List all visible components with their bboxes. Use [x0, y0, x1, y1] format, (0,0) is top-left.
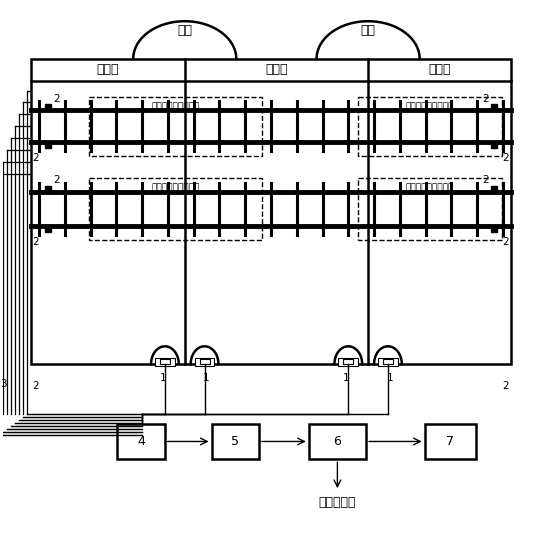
Text: 2: 2	[503, 153, 509, 163]
Bar	[212, 423, 259, 459]
Text: 2: 2	[503, 381, 509, 391]
Text: 2: 2	[503, 237, 509, 247]
Bar	[89, 96, 262, 156]
Bar	[424, 423, 476, 459]
Text: 至监控部门: 至监控部门	[319, 497, 356, 509]
Bar	[160, 359, 170, 364]
Text: 2: 2	[33, 381, 39, 391]
Text: 钢轨伸缩调节器区间: 钢轨伸缩调节器区间	[151, 183, 199, 192]
Text: 4: 4	[137, 435, 145, 448]
Text: 2: 2	[33, 153, 39, 163]
Text: 桥墩: 桥墩	[177, 24, 192, 37]
Text: 钢轨伸缩调节器区间: 钢轨伸缩调节器区间	[406, 183, 454, 192]
Bar	[117, 423, 165, 459]
Bar	[383, 359, 393, 364]
Text: 钢轨伸缩调节器区间: 钢轨伸缩调节器区间	[406, 102, 454, 111]
Bar	[358, 96, 502, 156]
Text: 1: 1	[160, 373, 166, 383]
Bar	[155, 358, 175, 366]
Text: 2: 2	[482, 175, 489, 185]
Bar	[378, 358, 398, 366]
Text: 1: 1	[203, 373, 210, 383]
Text: 1: 1	[343, 373, 349, 383]
Bar	[343, 359, 353, 364]
Text: 2: 2	[482, 94, 489, 103]
Text: 2: 2	[53, 175, 59, 185]
Text: 3: 3	[0, 379, 6, 389]
Bar	[194, 358, 214, 366]
Text: 1: 1	[387, 373, 393, 383]
Bar	[31, 59, 511, 364]
Bar	[200, 359, 210, 364]
Text: 2: 2	[33, 237, 39, 247]
Bar	[89, 178, 262, 240]
Text: 钢轨伸缩调节器区间: 钢轨伸缩调节器区间	[151, 102, 199, 111]
Bar	[358, 178, 502, 240]
Text: 7: 7	[447, 435, 454, 448]
Text: 6: 6	[334, 435, 341, 448]
Bar	[309, 423, 366, 459]
Text: 5: 5	[231, 435, 239, 448]
Text: 连续梁: 连续梁	[265, 63, 288, 76]
Bar	[339, 358, 358, 366]
Text: 简支架: 简支架	[428, 63, 451, 76]
Text: 桥墩: 桥墩	[361, 24, 376, 37]
Text: 2: 2	[53, 94, 59, 103]
Text: 简支架: 简支架	[97, 63, 119, 76]
